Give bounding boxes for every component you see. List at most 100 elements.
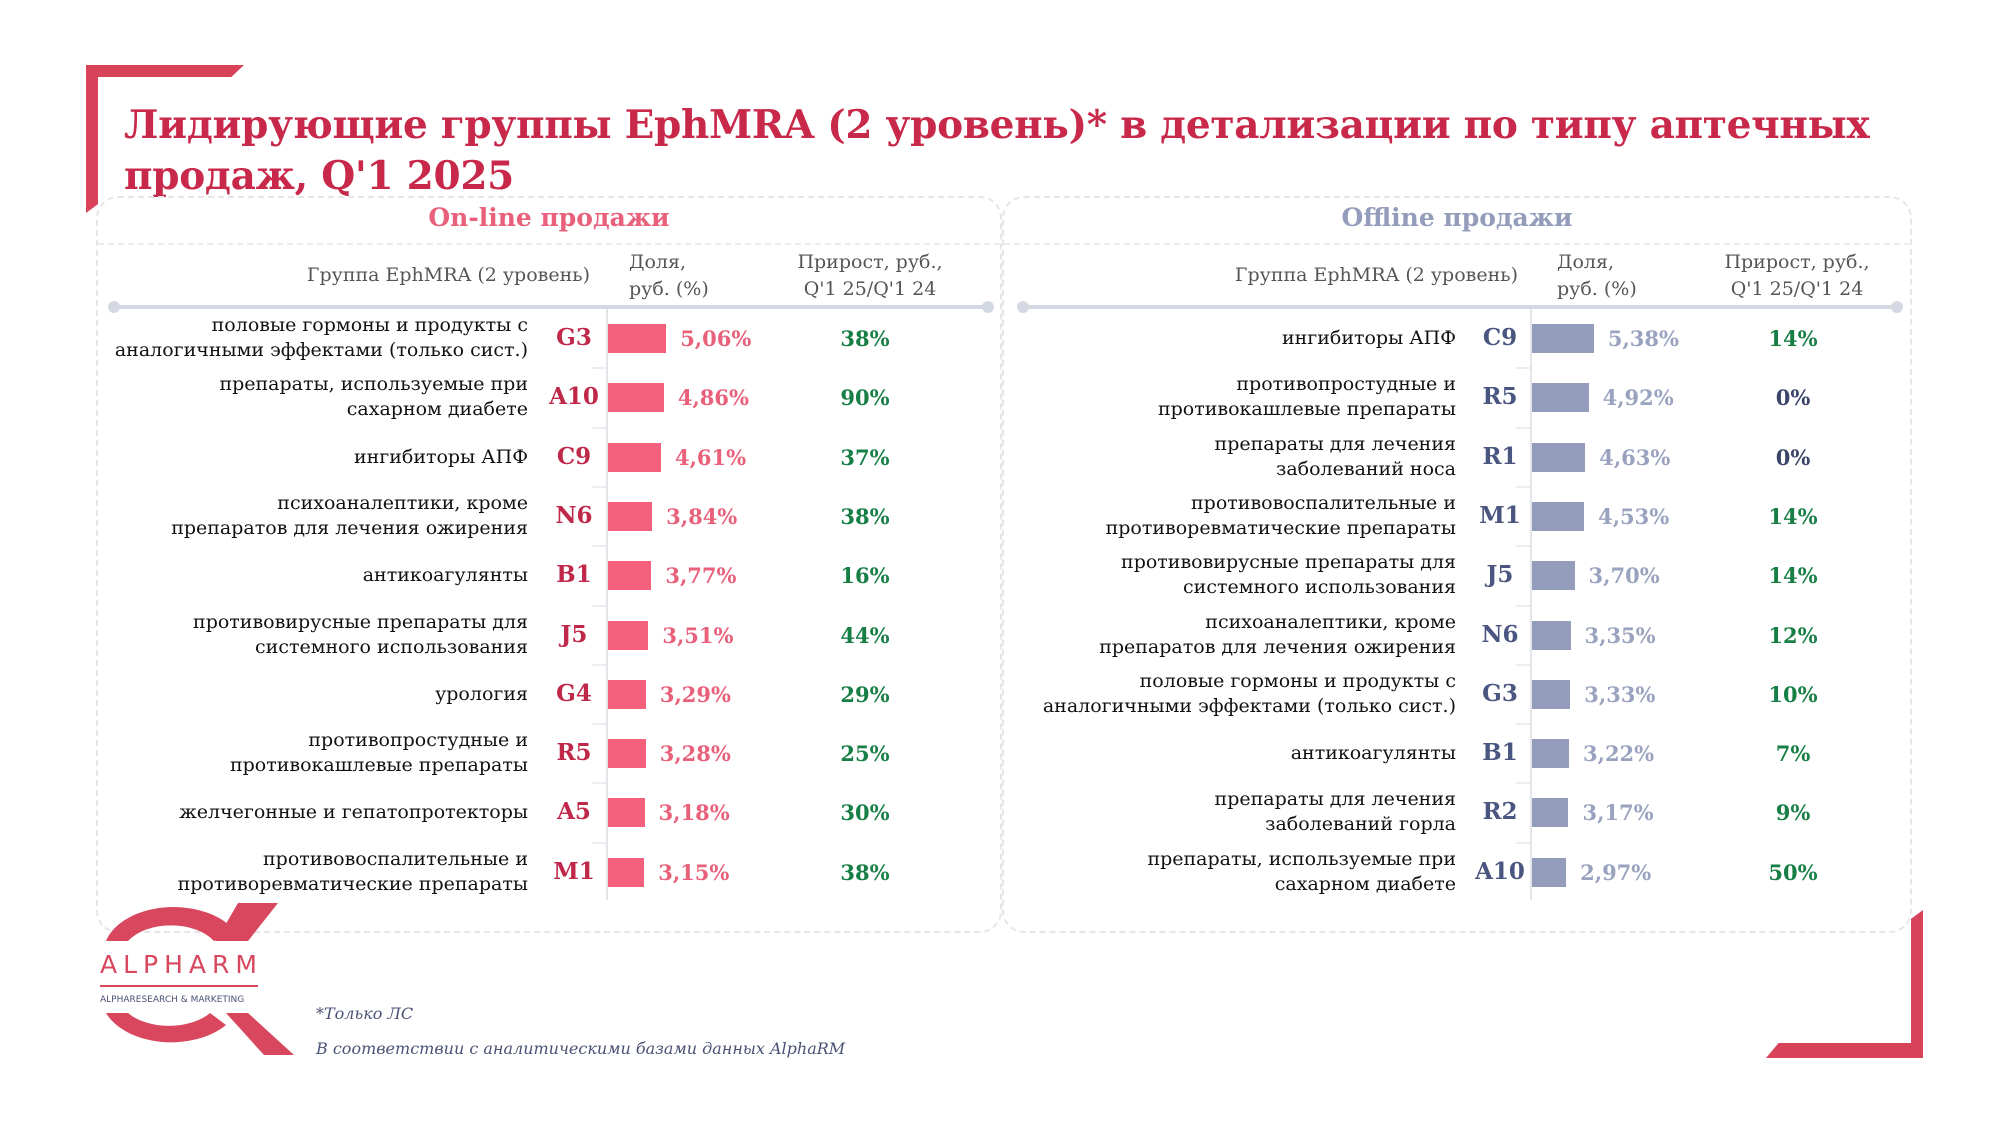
online-row-label: противовирусные препараты для системного … (193, 610, 528, 660)
offline-growth-label: 10% (1768, 681, 1818, 707)
offline-row-label-line: противопростудные и (1236, 373, 1456, 396)
offline-row-code: R1 (1482, 442, 1518, 470)
online-header-line (114, 305, 988, 309)
online-row: противопростудные и противокашлевые препа… (100, 723, 1000, 783)
offline-row-label-line: аналогичными эффектами (только сист.) (1042, 694, 1456, 717)
online-row-label-line: препараты, используемые при (219, 373, 528, 396)
offline-bar (1532, 739, 1570, 769)
online-row: противовирусные препараты для системного … (100, 604, 1000, 665)
online-growth-label: 90% (840, 385, 890, 411)
online-row-label: половые гормоны и продукты с аналогичными… (115, 313, 528, 363)
online-col-share-line2: руб. (%) (629, 278, 709, 300)
offline-row-label: противопростудные и противокашлевые препа… (1158, 372, 1456, 422)
offline-growth-label: 50% (1768, 859, 1818, 885)
online-row-label-line: сахарном диабете (346, 398, 528, 421)
online-col-share-line1: Доля, (629, 251, 686, 273)
online-row: половые гормоны и продукты с аналогичными… (100, 309, 1000, 368)
online-growth-label: 38% (840, 859, 890, 885)
online-growth-label: 44% (840, 622, 890, 648)
offline-value-label: 3,33% (1584, 681, 1656, 707)
online-row: психоаналептики, кроме препаратов для леч… (100, 485, 1000, 546)
offline-row: противовоспалительные и противоревматичес… (1006, 485, 1910, 546)
offline-row-label-line: противокашлевые препараты (1157, 398, 1456, 421)
corner-bracket-top-horizontal (86, 65, 244, 77)
offline-col-share-header: Доля, руб. (%) (1557, 249, 1677, 303)
online-row: урология G4 3,29% 29% (100, 663, 1000, 724)
offline-row-code: A10 (1475, 857, 1525, 885)
online-row-divider (592, 545, 606, 548)
online-header-line-end-cap (982, 301, 994, 313)
offline-col-growth-header: Прирост, руб., Q'1 25/Q'1 24 (1697, 249, 1897, 303)
online-header-line-start-cap (108, 301, 120, 313)
offline-value-label: 4,53% (1598, 503, 1670, 529)
offline-row-divider (1516, 604, 1530, 607)
offline-row-divider (1516, 782, 1530, 785)
offline-panel (1002, 196, 1912, 933)
online-row-code: R5 (556, 739, 592, 767)
offline-row-code: R5 (1482, 383, 1518, 411)
offline-row: противовирусные препараты для системного … (1006, 545, 1910, 605)
online-bar (608, 501, 653, 531)
online-bar (608, 442, 661, 472)
offline-col-growth-line1: Прирост, руб., (1724, 251, 1870, 273)
offline-row-code: R2 (1482, 798, 1518, 826)
online-row-label-line: противовоспалительные и (263, 847, 528, 870)
online-value-label: 3,15% (658, 859, 730, 885)
online-value-label: 3,84% (666, 503, 738, 529)
corner-bracket-bottom-vertical (1911, 910, 1923, 1058)
offline-growth-label: 14% (1768, 503, 1818, 529)
online-row-code: B1 (556, 561, 592, 589)
offline-value-label: 3,22% (1583, 741, 1655, 767)
online-value-label: 4,86% (677, 385, 749, 411)
offline-row: препараты для лечения заболеваний горла R2… (1006, 782, 1910, 842)
offline-bar (1532, 620, 1571, 650)
offline-row-code: N6 (1481, 620, 1519, 648)
offline-row: противопростудные и противокашлевые препа… (1006, 367, 1910, 427)
offline-growth-label: 14% (1768, 326, 1818, 351)
corner-bracket-bottom-horizontal (1766, 1043, 1923, 1058)
offline-row-label: противовирусные препараты для системного … (1121, 550, 1456, 600)
online-row-label-line: психоаналептики, кроме (277, 491, 528, 514)
offline-value-label: 3,70% (1588, 563, 1660, 589)
offline-row-divider (1516, 723, 1530, 726)
online-row: препараты, используемые при сахарном диаб… (100, 367, 1000, 427)
offline-panel-title: Offline продажи (1341, 203, 1573, 232)
offline-row-label: антикоагулянты (1291, 741, 1456, 766)
offline-bar (1532, 798, 1569, 828)
online-bar (608, 324, 667, 353)
online-row-label-line: антикоагулянты (362, 564, 528, 587)
online-growth-label: 16% (840, 563, 890, 589)
online-row-label: психоаналептики, кроме препаратов для леч… (171, 491, 528, 541)
online-row-label-line: половые гормоны и продукты с (211, 314, 528, 336)
offline-row-divider (1516, 485, 1530, 488)
online-row-label: антикоагулянты (363, 563, 528, 588)
offline-row-label: препараты для лечения заболеваний горла (1215, 787, 1456, 837)
online-row-code: J5 (560, 620, 588, 648)
offline-row-label-line: препараты для лечения (1214, 788, 1456, 811)
logo-name: ALPHARM (100, 950, 263, 979)
page-title: Лидирующие группы EphMRA (2 уровень)* в … (124, 102, 1870, 199)
offline-row: ингибиторы АПФ C9 5,38% 14% (1006, 309, 1910, 368)
online-growth-label: 29% (840, 681, 890, 707)
online-row-divider (592, 723, 606, 726)
offline-row-label-line: системного использования (1183, 576, 1456, 599)
offline-title-separator (1004, 243, 1910, 245)
online-col-growth-line2: Q'1 25/Q'1 24 (803, 278, 937, 300)
online-panel (96, 196, 1002, 933)
offline-growth-label: 14% (1768, 563, 1818, 589)
offline-growth-label: 0% (1775, 444, 1811, 470)
offline-row-label-line: половые гормоны и продукты с (1139, 669, 1456, 692)
online-title-separator (98, 243, 1000, 245)
online-row-code: A10 (549, 383, 599, 411)
offline-row: антикоагулянты B1 3,22% 7% (1006, 723, 1910, 783)
online-growth-label: 30% (840, 800, 890, 826)
offline-row: половые гормоны и продукты с аналогичными… (1006, 663, 1910, 724)
online-row-label-line: системного использования (255, 635, 528, 658)
offline-value-label: 3,35% (1584, 622, 1656, 648)
online-row-label: противовоспалительные и противоревматичес… (178, 847, 528, 897)
offline-growth-label: 12% (1768, 622, 1818, 648)
offline-row-code: B1 (1482, 739, 1518, 767)
offline-value-label: 4,92% (1602, 385, 1674, 411)
offline-bar-axis (1530, 309, 1532, 900)
offline-bar (1532, 561, 1575, 591)
